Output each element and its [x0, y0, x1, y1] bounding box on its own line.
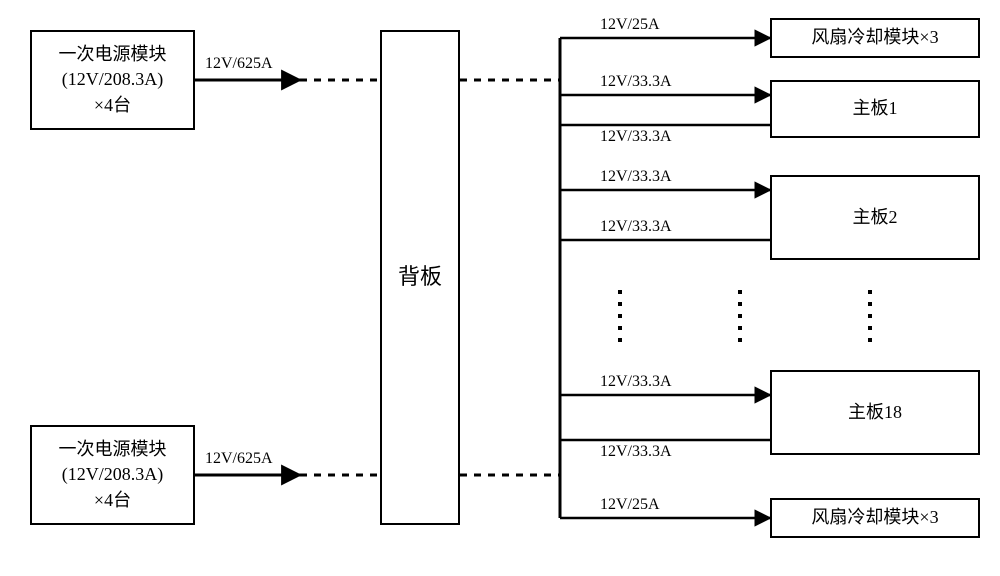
node-mb2: 主板2: [770, 175, 980, 260]
node-text: 一次电源模块: [59, 437, 167, 462]
node-mb18: 主板18: [770, 370, 980, 455]
edge-label: 12V/33.3A: [600, 443, 672, 461]
edge-label: 12V/625A: [205, 55, 273, 73]
edge-label: 12V/25A: [600, 16, 660, 34]
node-text: 风扇冷却模块×3: [811, 25, 938, 50]
node-psu_top: 一次电源模块(12V/208.3A)×4台: [30, 30, 195, 130]
node-text: ×4台: [94, 93, 131, 118]
node-backplane: 背板: [380, 30, 460, 525]
node-text: (12V/208.3A): [62, 67, 164, 92]
node-text: ×4台: [94, 488, 131, 513]
edge-label: 12V/33.3A: [600, 373, 672, 391]
edge-label: 12V/33.3A: [600, 218, 672, 236]
edge-label: 12V/625A: [205, 450, 273, 468]
edge-label: 12V/33.3A: [600, 73, 672, 91]
edge-label: 12V/33.3A: [600, 168, 672, 186]
node-fan_bot: 风扇冷却模块×3: [770, 498, 980, 538]
node-text: 主板18: [848, 400, 902, 425]
node-text: 风扇冷却模块×3: [811, 505, 938, 530]
node-fan_top: 风扇冷却模块×3: [770, 18, 980, 58]
node-text: (12V/208.3A): [62, 462, 164, 487]
node-psu_bot: 一次电源模块(12V/208.3A)×4台: [30, 425, 195, 525]
node-text: 主板2: [853, 205, 898, 230]
node-mb1: 主板1: [770, 80, 980, 138]
node-text: 背板: [398, 262, 442, 293]
node-text: 主板1: [853, 96, 898, 121]
edge-label: 12V/25A: [600, 496, 660, 514]
edge-label: 12V/33.3A: [600, 128, 672, 146]
node-text: 一次电源模块: [59, 42, 167, 67]
